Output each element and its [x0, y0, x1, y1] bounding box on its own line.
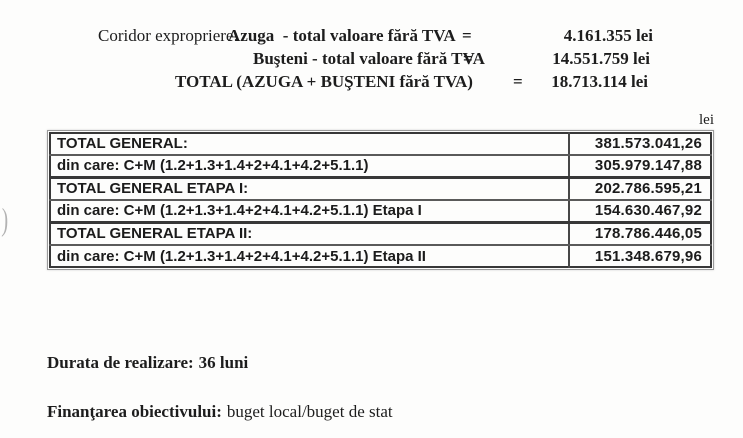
summary-line-azuga: Azuga - total valoare fără TVA = 4.161.3… — [0, 26, 743, 48]
row-label-cell: TOTAL GENERAL ETAPA I: — [50, 177, 570, 201]
summary-line-total: TOTAL (AZUGA + BUŞTENI fără TVA) = 18.71… — [0, 72, 743, 94]
row-label-cell: din care: C+M (1.2+1.3+1.4+2+4.1+4.2+5.1… — [50, 154, 570, 179]
row-label-cell: din care: C+M (1.2+1.3+1.4+2+4.1+4.2+5.1… — [50, 199, 570, 224]
row-label-cell: TOTAL GENERAL: — [50, 133, 570, 156]
busteni-label: Buşteni - total valoare fără TVA — [253, 49, 485, 68]
summary-line-busteni: Buşteni - total valoare fără TVA = 14.55… — [0, 49, 743, 71]
grand-total-value: 18.713.114 lei — [551, 72, 648, 91]
row-label-cell: din care: C+M (1.2+1.3+1.4+2+4.1+4.2+5.1… — [50, 245, 570, 267]
table-row-total-etapa-2: TOTAL GENERAL ETAPA II: 178.786.446,05 — [50, 222, 711, 246]
totals-table: TOTAL GENERAL: 381.573.041,26 din care: … — [49, 132, 712, 268]
row-value-cell: 151.348.679,96 — [594, 247, 702, 265]
duration-statement: Durata de realizare: 36 luni — [47, 353, 248, 373]
financing-statement: Finanţarea obiectivului: buget local/buge… — [47, 402, 393, 422]
financing-value: buget local/buget de stat — [226, 402, 393, 421]
currency-unit-label: lei — [699, 112, 714, 128]
duration-value: 36 luni — [198, 353, 249, 372]
equals-sign: = — [462, 26, 472, 45]
duration-label: Durata de realizare: — [47, 353, 194, 372]
equals-sign: = — [513, 72, 523, 91]
row-value-cell: 202.786.595,21 — [569, 177, 711, 201]
scan-artifact-mark: ) — [1, 201, 9, 238]
equals-sign: = — [463, 49, 473, 68]
totals-table-frame: TOTAL GENERAL: 381.573.041,26 din care: … — [47, 130, 714, 270]
table-row-cm-etapa-1: din care: C+M (1.2+1.3+1.4+2+4.1+4.2+5.1… — [50, 199, 711, 224]
table-row-cm-etapa-2: din care: C+M (1.2+1.3+1.4+2+4.1+4.2+5.1… — [50, 245, 711, 267]
table-row-total-etapa-1: TOTAL GENERAL ETAPA I: 202.786.595,21 — [50, 177, 711, 201]
table-row-cm-general: din care: C+M (1.2+1.3+1.4+2+4.1+4.2+5.1… — [50, 154, 711, 179]
azuga-value: 4.161.355 lei — [563, 26, 653, 45]
busteni-value: 14.551.759 lei — [552, 49, 650, 68]
row-value-cell: 305.979.147,88 — [569, 154, 711, 179]
row-value-cell: 178.786.446,05 — [569, 222, 711, 246]
azuga-label: Azuga - total valoare fără TVA — [228, 26, 456, 45]
grand-total-label: TOTAL (AZUGA + BUŞTENI fără TVA) — [175, 72, 473, 91]
row-label-cell: TOTAL GENERAL ETAPA II: — [50, 222, 570, 246]
corridor-intro-label: Coridor expropriere: — [98, 26, 239, 45]
table-row-total-general: TOTAL GENERAL: 381.573.041,26 — [50, 133, 711, 156]
financing-label: Finanţarea obiectivului: — [47, 402, 222, 421]
row-value-cell: 154.630.467,92 — [569, 199, 711, 224]
row-value-cell: 381.573.041,26 — [569, 133, 711, 156]
